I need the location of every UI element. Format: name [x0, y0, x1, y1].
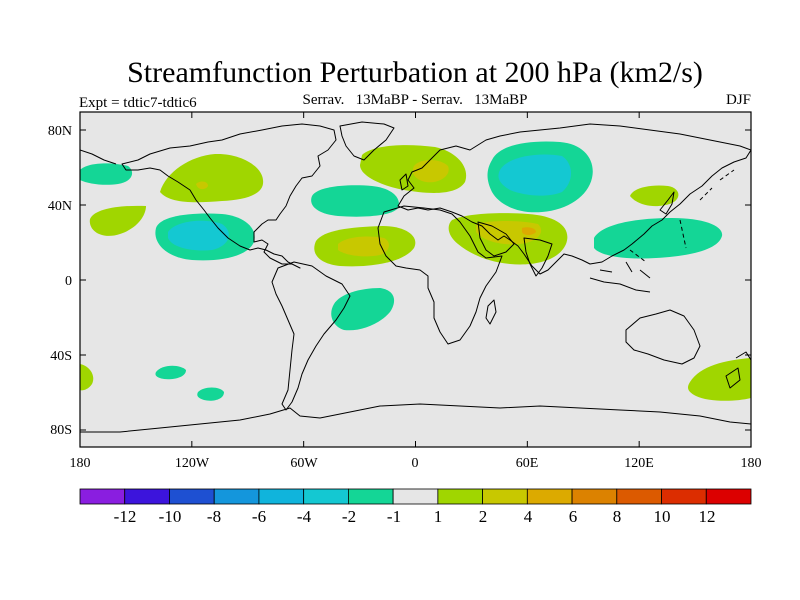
y-tick-label: 80S	[50, 423, 72, 438]
anomaly-region	[331, 288, 395, 331]
colorbar-label: -1	[387, 507, 401, 526]
coastline-arabia	[477, 221, 515, 257]
y-tick-label: 40S	[50, 349, 72, 364]
anomaly-core	[498, 154, 571, 196]
coastline-eurasia	[397, 123, 751, 275]
coastline-greenland	[339, 121, 395, 161]
x-tick-label: 120E	[624, 456, 654, 471]
colorbar-label: 1	[434, 507, 443, 526]
anomaly-region	[197, 387, 224, 401]
coastline-layer	[80, 121, 751, 433]
x-axis-labels: 180 120W 60W 0 60E 120E 180	[70, 456, 762, 471]
x-tick-label: 180	[741, 456, 762, 471]
colorbar-swatch	[258, 488, 305, 505]
right-subtitle: DJF	[726, 92, 751, 108]
x-tick-label: 0	[412, 456, 419, 471]
colorbar-label: 10	[654, 507, 671, 526]
dashed-coast-detail	[629, 169, 735, 263]
colorbar-swatch	[124, 488, 170, 505]
coastline-australia	[625, 309, 701, 365]
colorbar-swatch	[705, 488, 752, 505]
colorbar-label: -6	[252, 507, 266, 526]
colorbar-label: -10	[159, 507, 182, 526]
anomaly-region	[80, 163, 133, 185]
colorbar-label: -12	[114, 507, 137, 526]
map-panel	[79, 111, 752, 448]
anomaly-core	[168, 220, 229, 251]
y-tick-label: 40N	[48, 199, 72, 214]
x-tick-label: 60E	[516, 456, 539, 471]
y-axis-labels: 80N 40N 0 40S 80S	[48, 124, 72, 438]
colorbar-swatch	[347, 488, 394, 505]
x-tick-label: 60W	[290, 456, 318, 471]
colorbar-swatch	[392, 488, 439, 505]
x-tick-label: 120W	[175, 456, 210, 471]
coastline-north-america	[121, 123, 337, 269]
anomaly-core	[338, 236, 389, 257]
colorbar-label: 12	[699, 507, 716, 526]
anomaly-region	[688, 358, 751, 401]
coastline-indonesia	[589, 261, 651, 293]
y-tick-label: 0	[65, 274, 72, 289]
anomaly-core-orange	[522, 227, 536, 235]
colorbar-swatch	[437, 488, 483, 505]
anomaly-region	[155, 365, 186, 380]
colorbar-label: 2	[479, 507, 488, 526]
colorbar-label: 4	[524, 507, 533, 526]
left-subtitle: Expt = tdtic7-tdtic6	[79, 95, 197, 111]
colorbar-label: -2	[342, 507, 356, 526]
contour-fill-layer	[80, 141, 751, 401]
y-tick-label: 80N	[48, 124, 72, 139]
colorbar-swatch	[616, 488, 662, 505]
anomaly-region	[80, 364, 94, 391]
x-tick-label: 180	[70, 456, 91, 471]
coastline-japan	[659, 191, 675, 215]
anomaly-region	[160, 153, 264, 203]
coastline-uk	[399, 173, 409, 191]
center-subtitle: Serrav. 13MaBP - Serrav. 13MaBP	[303, 92, 528, 108]
coastline-africa	[377, 205, 503, 345]
colorbar-swatch	[526, 488, 573, 505]
anomaly-region	[311, 185, 399, 217]
coastline-alaska	[80, 149, 117, 165]
colorbar-swatch	[79, 488, 126, 505]
colorbar-swatch	[169, 488, 215, 505]
colorbar-swatch	[661, 488, 707, 505]
title: Streamfunction Perturbation at 200 hPa (…	[127, 56, 703, 89]
colorbar-label: 6	[569, 507, 578, 526]
coastline-india	[523, 237, 553, 277]
anomaly-core	[412, 160, 449, 183]
colorbar-label: -8	[207, 507, 221, 526]
coastline-madagascar	[485, 299, 497, 325]
colorbar-label: 8	[613, 507, 622, 526]
anomaly-region	[89, 205, 146, 236]
colorbar-swatch	[482, 488, 528, 505]
colorbar	[79, 488, 752, 505]
colorbar-label: -4	[297, 507, 312, 526]
anomaly-region	[630, 185, 679, 207]
anomaly-core	[196, 181, 208, 190]
coastline-south-america	[271, 261, 351, 411]
colorbar-swatch	[213, 488, 260, 505]
coastline-new-zealand	[725, 351, 751, 389]
colorbar-swatch	[303, 488, 349, 505]
colorbar-swatch	[571, 488, 618, 505]
negative-anomaly-cores	[168, 154, 571, 251]
coastline-antarctica	[80, 403, 751, 433]
colorbar-labels: -12 -10 -8 -6 -4 -2 -1 1 2 4 6 8 10 12	[114, 507, 716, 526]
map-ticks	[79, 112, 752, 447]
